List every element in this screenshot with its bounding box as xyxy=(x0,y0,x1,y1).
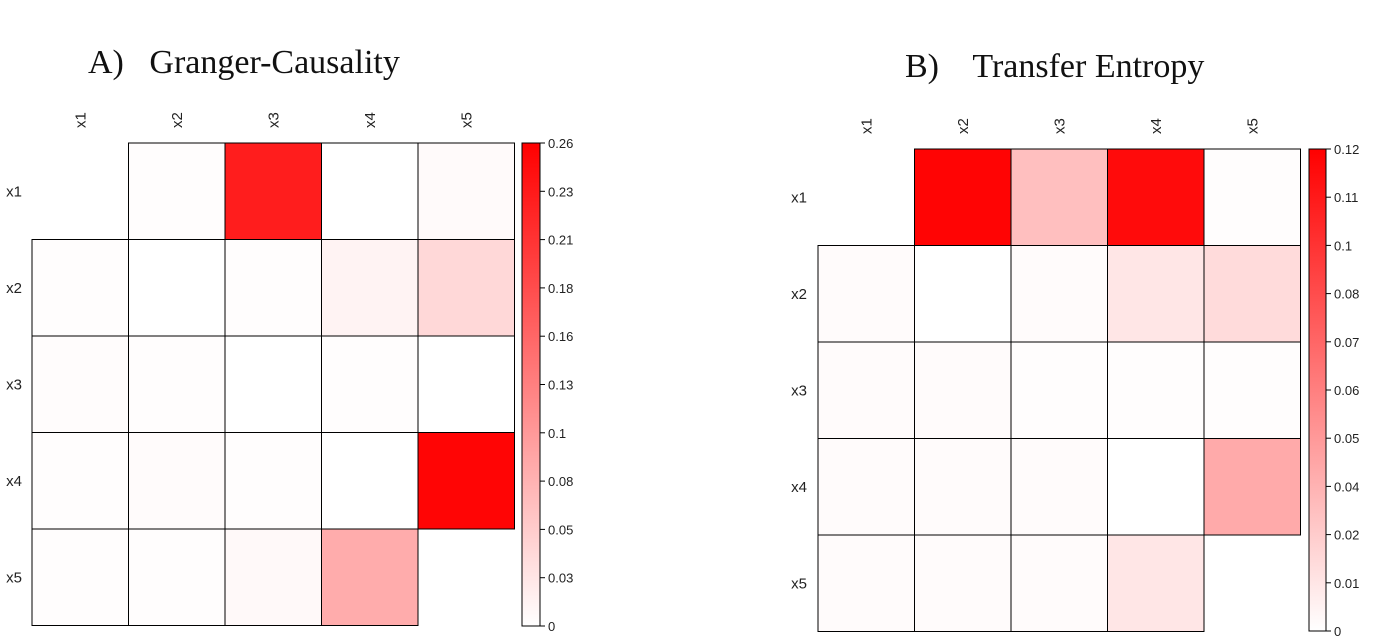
colorbar-tick-label: 0.05 xyxy=(548,522,573,537)
heatmap-cell-x2-x1 xyxy=(31,239,129,337)
heatmap-cell-x3-x3 xyxy=(1010,341,1108,439)
heatmap-cell-x4-x4 xyxy=(321,432,419,530)
heatmap-cell-x5-x4 xyxy=(1107,534,1205,632)
colorbar-tick-label: 0.11 xyxy=(1334,190,1358,205)
heatmap-cell-x5-x4 xyxy=(321,528,419,626)
heatmap-cell-x3-x1 xyxy=(31,335,129,433)
heatmap-cell-x4-x5 xyxy=(1203,438,1301,536)
column-label-x2: x2 xyxy=(169,112,186,128)
panel-a-letter: A) xyxy=(88,44,124,81)
heatmap-cell-x1-x5 xyxy=(1203,148,1301,246)
panel-a-title: A) Granger-Causality xyxy=(88,44,400,82)
colorbar-tick-label: 0.1 xyxy=(548,426,566,441)
colorbar-tick-label: 0 xyxy=(548,619,555,634)
row-label-x2: x2 xyxy=(6,280,22,297)
colorbar-tick-label: 0.02 xyxy=(1334,528,1359,543)
colorbar-tick-label: 0.01 xyxy=(1334,576,1359,591)
colorbar-tick-label: 0.23 xyxy=(548,184,573,199)
panel-a-title-text: Granger-Causality xyxy=(149,44,400,81)
heatmap-cell-x5-x1 xyxy=(817,534,915,632)
heatmap-cell-x2-x4 xyxy=(1107,245,1205,343)
colorbar-tick-label: 0.05 xyxy=(1334,431,1359,446)
heatmap-cell-x3-x1 xyxy=(817,341,915,439)
transfer-entropy-heatmap: x1 x2 x3 x4 x5 x1 x2 x3 x4 x5 0.12 0.11 0.1 0.08 0.07 0… xyxy=(791,118,1359,639)
heatmap-cell-x3-x4 xyxy=(1107,341,1205,439)
column-label-x4: x4 xyxy=(1148,118,1165,134)
heatmap-cell-x1-x3 xyxy=(1010,148,1108,246)
colorbar-tick-label: 0.16 xyxy=(548,329,573,344)
column-label-x1: x1 xyxy=(72,112,89,128)
panel-b-letter: B) xyxy=(905,48,939,85)
heatmap-cell-x3-x5 xyxy=(417,335,515,433)
colorbar-tick-label: 0.18 xyxy=(548,281,573,296)
row-label-x4: x4 xyxy=(6,473,22,490)
column-label-x4: x4 xyxy=(362,112,379,128)
row-label-x4: x4 xyxy=(791,479,807,496)
heatmap-cell-x1-x3 xyxy=(224,142,322,240)
colorbar-tick-label: 0.08 xyxy=(1334,287,1359,302)
heatmap-cell-x4-x4 xyxy=(1107,438,1205,536)
heatmap-cell-x2-x3 xyxy=(1010,245,1108,343)
column-label-x1: x1 xyxy=(858,118,875,134)
column-label-x3: x3 xyxy=(1051,118,1068,134)
heatmap-cell-x4-x3 xyxy=(1010,438,1108,536)
heatmap-cell-x4-x5 xyxy=(417,432,515,530)
row-label-x5: x5 xyxy=(6,569,22,586)
heatmap-cell-x5-x3 xyxy=(224,528,322,626)
heatmap-cell-x4-x1 xyxy=(817,438,915,536)
heatmap-cell-x4-x2 xyxy=(128,432,226,530)
granger-causality-heatmap: x1 x2 x3 x4 x5 x1 x2 x3 x4 x5 0.26 0.23 0.21 0.18 0.16… xyxy=(6,112,573,634)
heatmap-cell-x2-x3 xyxy=(224,239,322,337)
heatmap-cell-x2-x5 xyxy=(417,239,515,337)
heatmap-cell-x2-x2 xyxy=(128,239,226,337)
row-label-x1: x1 xyxy=(791,189,807,206)
row-label-x1: x1 xyxy=(6,183,22,200)
panel-b-title: B) Transfer Entropy xyxy=(905,48,1204,86)
colorbar-tick-label: 0.07 xyxy=(1334,335,1359,350)
heatmap-cell-x4-x1 xyxy=(31,432,129,530)
heatmap-cell-x1-x2 xyxy=(128,142,226,240)
heatmap-cell-x2-x4 xyxy=(321,239,419,337)
panel-b-title-text: Transfer Entropy xyxy=(972,48,1205,85)
heatmap-cell-x3-x5 xyxy=(1203,341,1301,439)
heatmap-cell-x3-x4 xyxy=(321,335,419,433)
colorbar-tick-label: 0.21 xyxy=(548,233,573,248)
column-label-x2: x2 xyxy=(955,118,972,134)
row-label-x5: x5 xyxy=(791,575,807,592)
row-label-x3: x3 xyxy=(6,376,22,393)
heatmap-cell-x2-x1 xyxy=(817,245,915,343)
heatmap-cell-x3-x2 xyxy=(128,335,226,433)
heatmap-cell-x3-x2 xyxy=(914,341,1012,439)
colorbar-tick-label: 0.26 xyxy=(548,136,573,151)
colorbar-tick-label: 0.08 xyxy=(548,474,573,489)
colorbar-tick-label: 0.06 xyxy=(1334,383,1359,398)
heatmap-cell-x4-x3 xyxy=(224,432,322,530)
heatmap-cell-x4-x2 xyxy=(914,438,1012,536)
colorbar-tick-label: 0.04 xyxy=(1334,479,1359,494)
colorbar-tick-label: 0.12 xyxy=(1334,142,1359,157)
colorbar-tick-label: 0 xyxy=(1334,624,1341,639)
colorbar-tick-label: 0.13 xyxy=(548,378,573,393)
colorbar xyxy=(1308,148,1327,632)
colorbar xyxy=(521,142,541,627)
column-label-x3: x3 xyxy=(265,112,282,128)
row-label-x3: x3 xyxy=(791,382,807,399)
heatmap-cell-x1-x4 xyxy=(321,142,419,240)
row-label-x2: x2 xyxy=(791,286,807,303)
heatmap-cell-x2-x2 xyxy=(914,245,1012,343)
column-label-x5: x5 xyxy=(1244,118,1261,134)
heatmap-cell-x1-x4 xyxy=(1107,148,1205,246)
column-label-x5: x5 xyxy=(458,112,475,128)
heatmap-cell-x2-x5 xyxy=(1203,245,1301,343)
heatmap-cell-x1-x2 xyxy=(914,148,1012,246)
heatmap-cell-x5-x1 xyxy=(31,528,129,626)
colorbar-tick-label: 0.1 xyxy=(1334,238,1352,253)
colorbar-tick-label: 0.03 xyxy=(548,571,573,586)
heatmap-cell-x5-x2 xyxy=(128,528,226,626)
heatmap-cell-x5-x2 xyxy=(914,534,1012,632)
heatmap-cell-x5-x3 xyxy=(1010,534,1108,632)
heatmap-cell-x1-x5 xyxy=(417,142,515,240)
heatmap-cell-x3-x3 xyxy=(224,335,322,433)
